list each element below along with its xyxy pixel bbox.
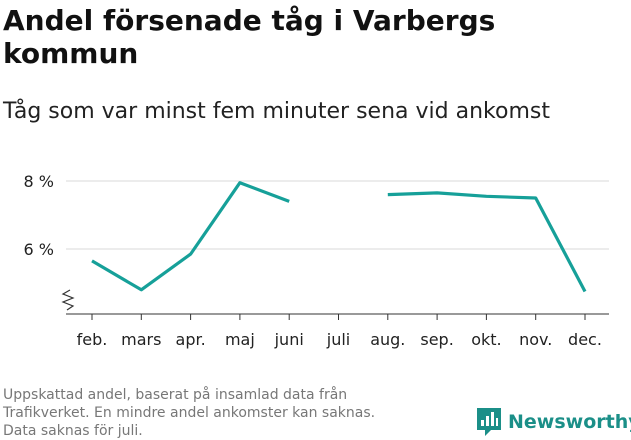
footnote: Uppskattad andel, baserat på insamlad da… bbox=[3, 386, 443, 440]
footnote-line-1: Uppskattad andel, baserat på insamlad da… bbox=[3, 387, 348, 403]
x-tick-label: maj bbox=[225, 330, 255, 349]
series-line-segment-1 bbox=[91, 181, 290, 292]
line-chart: 6 % 8 % feb. mars apr. maj juni juli aug. sep. ok… bbox=[24, 172, 609, 349]
series-lines bbox=[91, 181, 587, 293]
y-axis-ticks: 6 % 8 % bbox=[24, 172, 54, 259]
footnote-line-3: Data saknas för juli. bbox=[3, 423, 143, 439]
x-axis: feb. mars apr. maj juni juli aug. sep. okt. nov. d… bbox=[61, 289, 609, 349]
y-tick-label: 6 % bbox=[24, 240, 54, 259]
x-tick-label: juli bbox=[326, 330, 350, 349]
chart-subtitle: Tåg som var minst fem minuter sena vid a… bbox=[3, 99, 550, 124]
series-line-segment-2 bbox=[387, 191, 587, 293]
gridlines bbox=[66, 180, 609, 250]
y-tick-label: 8 % bbox=[24, 172, 54, 191]
x-tick-label: mars bbox=[121, 330, 161, 349]
newsworthy-logo-icon bbox=[477, 408, 501, 436]
x-tick-label: juni bbox=[274, 330, 304, 349]
footnote-line-2: Trafikverket. En mindre andel ankomster … bbox=[3, 405, 376, 421]
x-tick-label: okt. bbox=[471, 330, 501, 349]
brand-logo: Newsworthy bbox=[476, 406, 631, 438]
x-tick-label: dec. bbox=[568, 330, 602, 349]
x-tick-label: nov. bbox=[519, 330, 552, 349]
x-tick-label: apr. bbox=[176, 330, 206, 349]
y-axis-break-icon bbox=[61, 289, 75, 311]
x-tick-label: feb. bbox=[77, 330, 108, 349]
x-tick-label: aug. bbox=[370, 330, 405, 349]
x-tick-label: sep. bbox=[420, 330, 453, 349]
chart-title: Andel försenade tåg i Varbergs kommun bbox=[3, 4, 496, 70]
brand-name: Newsworthy bbox=[508, 411, 631, 433]
